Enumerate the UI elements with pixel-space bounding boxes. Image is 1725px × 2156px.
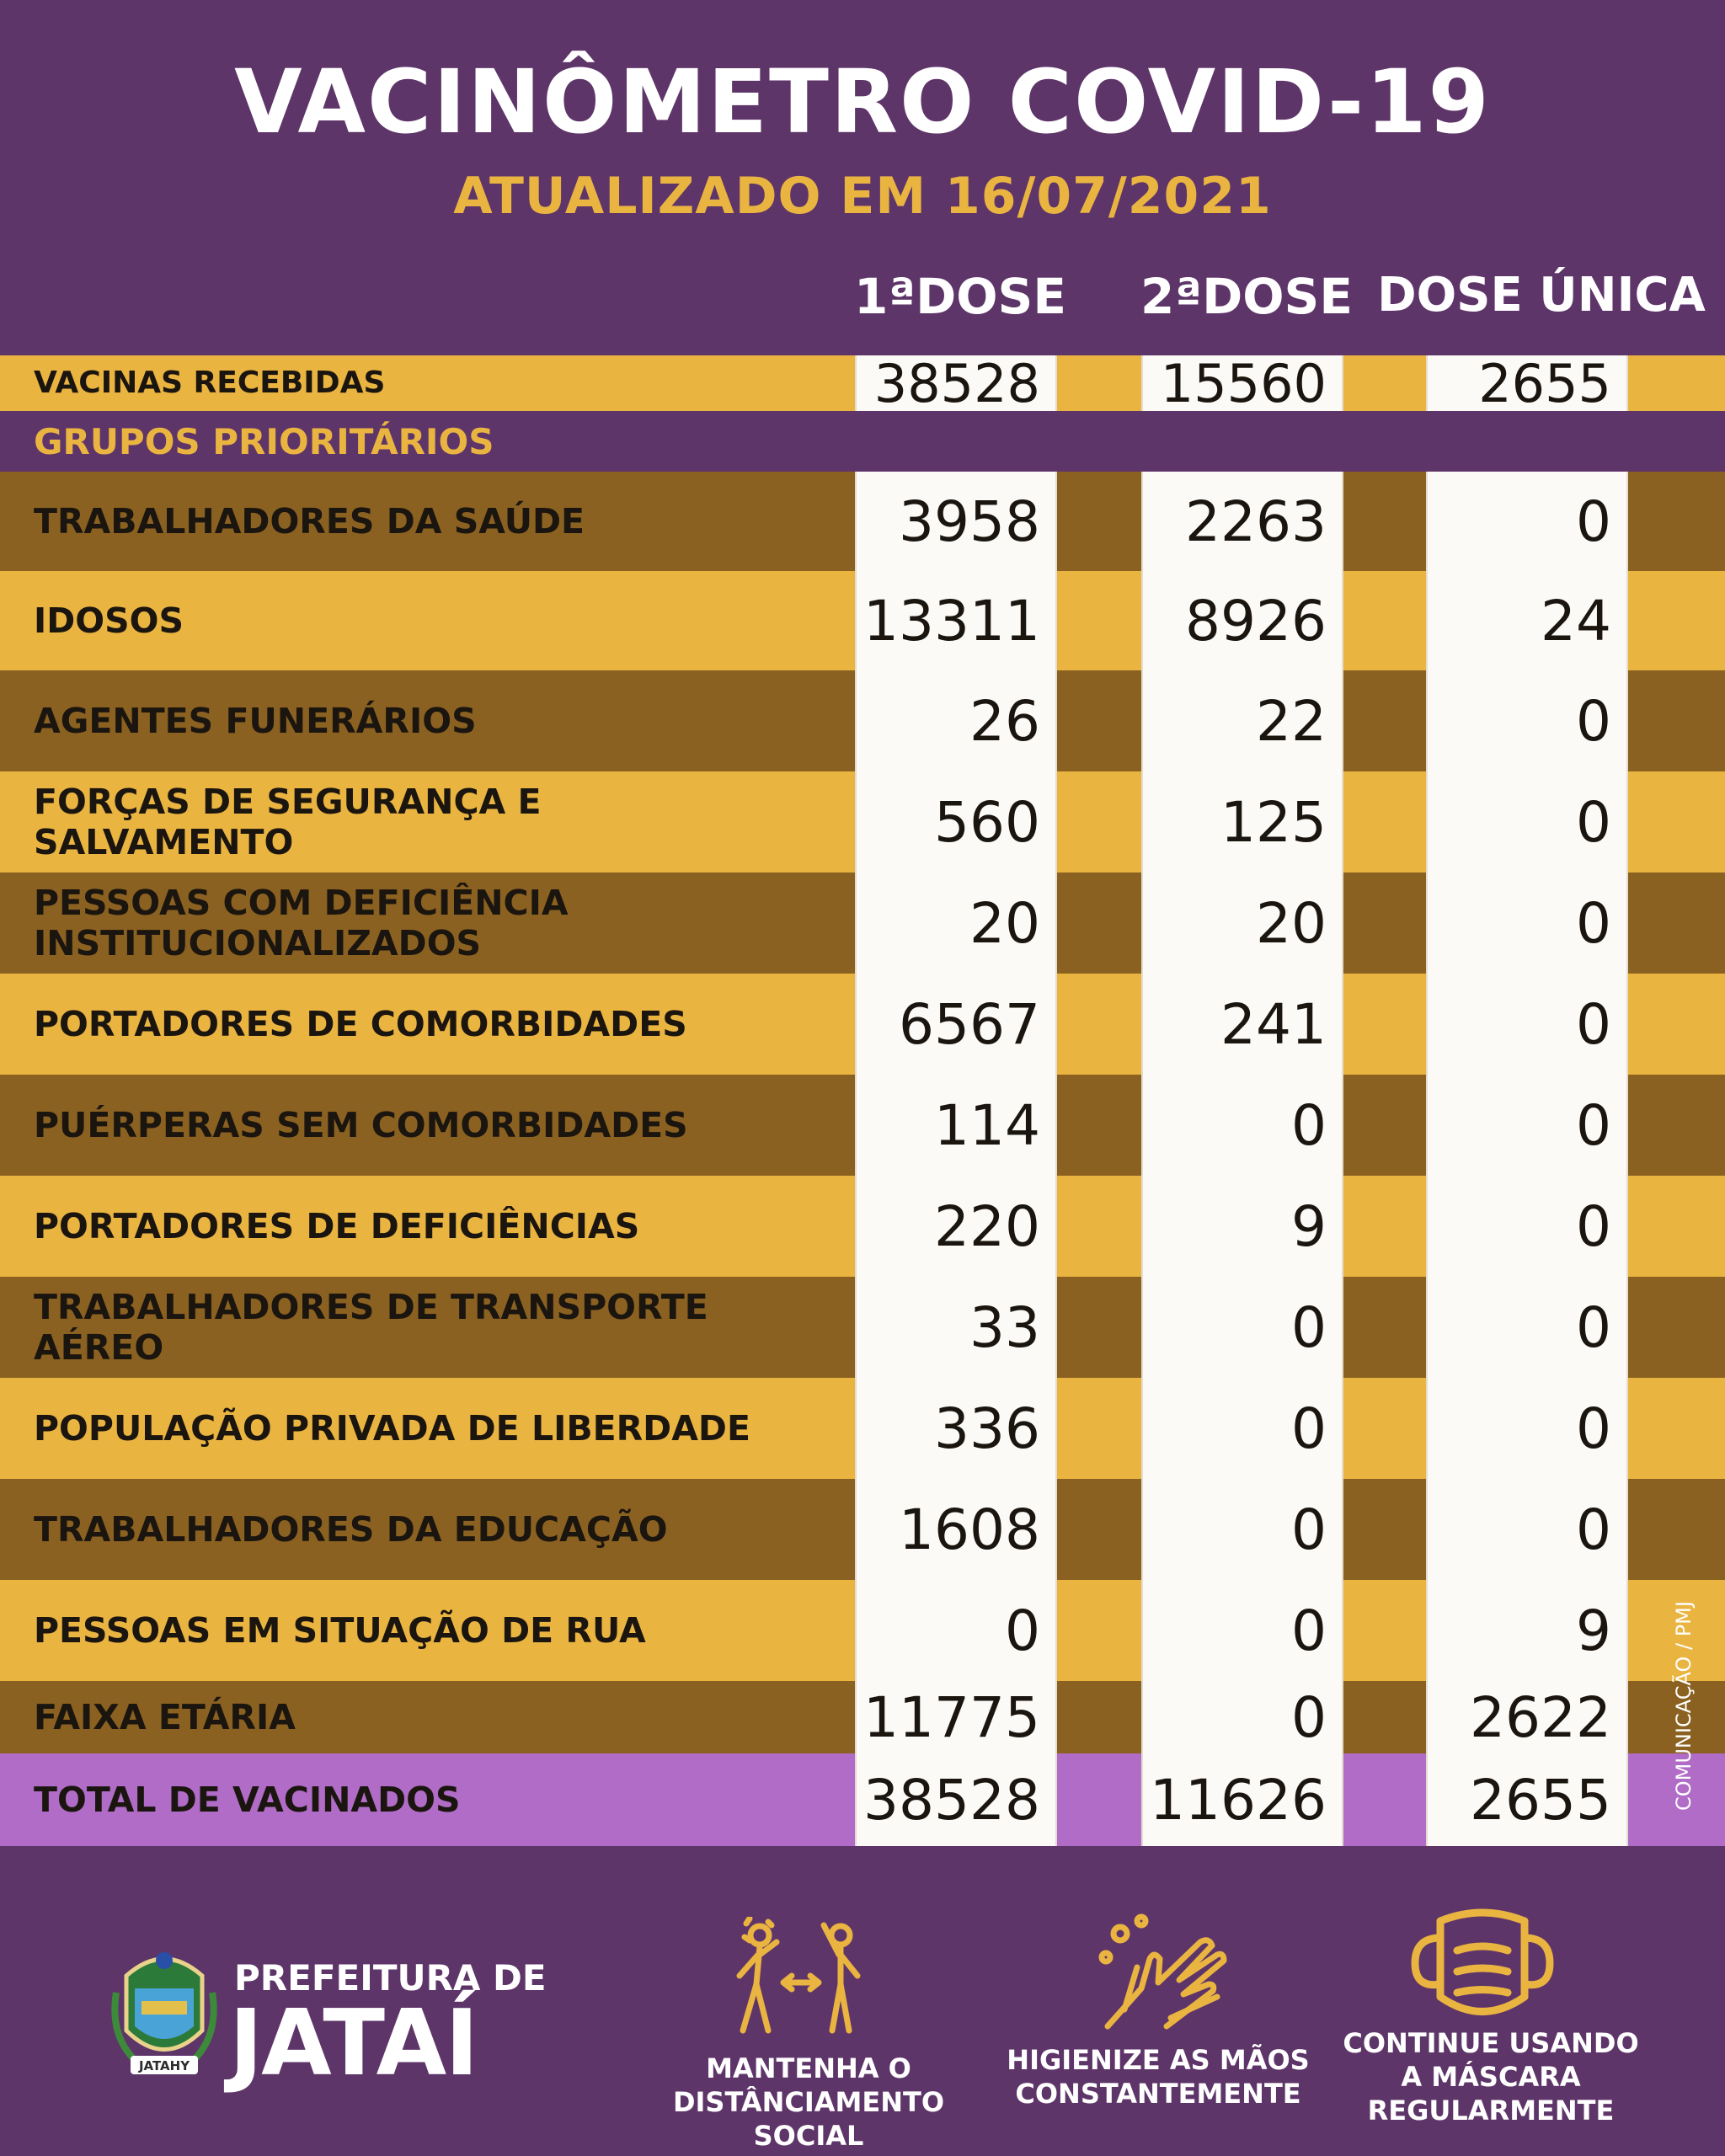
row-label: IDOSOS (34, 600, 184, 641)
row-label: FORÇAS DE SEGURANÇA E SALVAMENTO (34, 782, 542, 862)
row-label: TRABALHADORES DA EDUCAÇÃO (34, 1509, 668, 1550)
first-dose-value: 33 (855, 1277, 1057, 1378)
row-label: FAIXA ETÁRIA (34, 1697, 296, 1737)
second-dose-value: 0 (1141, 1075, 1343, 1176)
tip-social-distance: MANTENHA O DISTÂNCIAMENTO SOCIAL (672, 2052, 945, 2152)
table-row: TRABALHADORES DA EDUCAÇÃO 1608 0 0 (0, 1479, 1725, 1580)
row-label: TRABALHADORES DE TRANSPORTE AÉREO (34, 1287, 708, 1368)
update-date: ATUALIZADO EM 16/07/2021 (453, 167, 1272, 226)
row-label: TRABALHADORES DA SAÚDE (34, 501, 585, 542)
received-first-dose: 38528 (855, 353, 1057, 414)
row-label: AGENTES FUNERÁRIOS (34, 701, 477, 741)
first-dose-value: 6567 (855, 974, 1057, 1075)
single-dose-value: 0 (1426, 1176, 1628, 1277)
hand-wash-icon (1098, 1913, 1227, 2030)
first-dose-value: 3958 (855, 472, 1057, 571)
second-dose-value: 8926 (1141, 571, 1343, 670)
table-row: AGENTES FUNERÁRIOS 26 22 0 (0, 670, 1725, 771)
row-label: PESSOAS EM SITUAÇÃO DE RUA (34, 1610, 646, 1651)
table-row: PORTADORES DE COMORBIDADES 6567 241 0 (0, 974, 1725, 1075)
single-dose-value: 0 (1426, 1277, 1628, 1378)
row-label: PORTADORES DE COMORBIDADES (34, 1004, 687, 1044)
table-row: PESSOAS COM DEFICIÊNCIA INSTITUCIONALIZA… (0, 873, 1725, 974)
total-single-dose: 2655 (1426, 1753, 1628, 1846)
received-row: VACINAS RECEBIDAS 38528 15560 2655 (0, 353, 1725, 414)
brand-line-2: JATAÍ (229, 1991, 478, 2096)
total-label: TOTAL DE VACINADOS (34, 1780, 461, 1820)
tip-hand-wash: HIGIENIZE AS MÃOS CONSTANTEMENTE (1007, 2044, 1310, 2110)
second-dose-value: 22 (1141, 670, 1343, 771)
first-dose-value: 13311 (855, 571, 1057, 670)
second-dose-value: 241 (1141, 974, 1343, 1075)
table-row: TRABALHADORES DA SAÚDE 3958 2263 0 (0, 472, 1725, 571)
table-row: FORÇAS DE SEGURANÇA E SALVAMENTO 560 125… (0, 771, 1725, 873)
table-row: PORTADORES DE DEFICIÊNCIAS 220 9 0 (0, 1176, 1725, 1277)
table-row: POPULAÇÃO PRIVADA DE LIBERDADE 336 0 0 (0, 1378, 1725, 1479)
single-dose-value: 0 (1426, 873, 1628, 974)
received-second-dose: 15560 (1141, 353, 1343, 414)
single-dose-value: 0 (1426, 1378, 1628, 1479)
row-label: POPULAÇÃO PRIVADA DE LIBERDADE (34, 1408, 750, 1449)
single-dose-value: 0 (1426, 974, 1628, 1075)
page-title: VACINÔMETRO COVID-19 (234, 51, 1491, 153)
tip-face-mask: CONTINUE USANDO A MÁSCARA REGULARMENTE (1343, 2027, 1639, 2127)
face-mask-icon (1411, 1908, 1554, 2015)
first-dose-value: 114 (855, 1075, 1057, 1176)
single-dose-value: 0 (1426, 1479, 1628, 1580)
footer: JATAHY PREFEITURA DE JATAÍ MANTENHA O DI… (0, 1849, 1725, 2156)
second-dose-value: 0 (1141, 1378, 1343, 1479)
first-dose-value: 560 (855, 771, 1057, 873)
row-label: PORTADORES DE DEFICIÊNCIAS (34, 1206, 640, 1246)
table-row: PUÉRPERAS SEM COMORBIDADES 114 0 0 (0, 1075, 1725, 1176)
credit-text: COMUNICAÇÃO / PMJ (1672, 1601, 1696, 1811)
total-second-dose: 11626 (1141, 1753, 1343, 1846)
table-row: IDOSOS 13311 8926 24 (0, 571, 1725, 670)
first-dose-value: 1608 (855, 1479, 1057, 1580)
second-dose-value: 2263 (1141, 472, 1343, 571)
second-dose-value: 9 (1141, 1176, 1343, 1277)
first-dose-value: 20 (855, 873, 1057, 974)
received-label: VACINAS RECEBIDAS (34, 366, 386, 400)
single-dose-value: 24 (1426, 571, 1628, 670)
column-header-second-dose: 2ªDOSE (1140, 268, 1353, 325)
first-dose-value: 11775 (855, 1681, 1057, 1753)
single-dose-value: 9 (1426, 1580, 1628, 1681)
city-coat-of-arms-logo: JATAHY (111, 1952, 217, 2074)
received-single-dose: 2655 (1426, 353, 1628, 414)
column-header-first-dose: 1ªDOSE (854, 268, 1066, 325)
first-dose-value: 220 (855, 1176, 1057, 1277)
table-row: FAIXA ETÁRIA 11775 0 2622 (0, 1681, 1725, 1753)
social-distance-icon (736, 1917, 861, 2034)
second-dose-value: 0 (1141, 1479, 1343, 1580)
brand-line-1: PREFEITURA DE (234, 1957, 547, 1999)
second-dose-value: 20 (1141, 873, 1343, 974)
total-row: TOTAL DE VACINADOS 38528 11626 2655 (0, 1753, 1725, 1846)
row-label: PUÉRPERAS SEM COMORBIDADES (34, 1105, 688, 1145)
second-dose-value: 125 (1141, 771, 1343, 873)
second-dose-value: 0 (1141, 1681, 1343, 1753)
total-first-dose: 38528 (855, 1753, 1057, 1846)
table-row: TRABALHADORES DE TRANSPORTE AÉREO 33 0 0 (0, 1277, 1725, 1378)
table-row: PESSOAS EM SITUAÇÃO DE RUA 0 0 9 (0, 1580, 1725, 1681)
second-dose-value: 0 (1141, 1580, 1343, 1681)
single-dose-value: 0 (1426, 771, 1628, 873)
first-dose-value: 26 (855, 670, 1057, 771)
single-dose-value: 0 (1426, 1075, 1628, 1176)
first-dose-value: 336 (855, 1378, 1057, 1479)
logo-text: JATAHY (138, 2058, 190, 2073)
single-dose-value: 0 (1426, 472, 1628, 571)
second-dose-value: 0 (1141, 1277, 1343, 1378)
single-dose-value: 0 (1426, 670, 1628, 771)
column-header-single-dose: DOSE ÚNICA (1377, 268, 1706, 323)
single-dose-value: 2622 (1426, 1681, 1628, 1753)
priority-groups-heading: GRUPOS PRIORITÁRIOS (34, 421, 494, 462)
first-dose-value: 0 (855, 1580, 1057, 1681)
row-label: PESSOAS COM DEFICIÊNCIA INSTITUCIONALIZA… (34, 883, 569, 963)
